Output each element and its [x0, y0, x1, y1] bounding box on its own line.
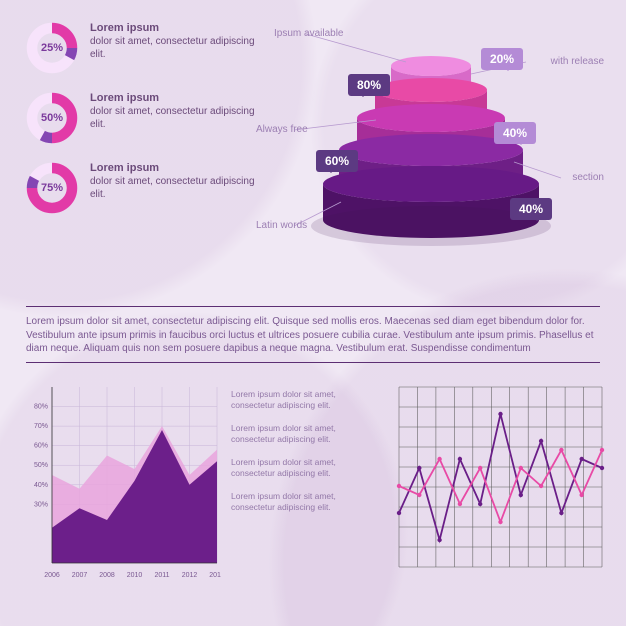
donut-text-1: Lorem ipsumdolor sit amet, consectetur a…: [90, 92, 266, 131]
mid-text-3: Lorem ipsum dolor sit amet, consectetur …: [231, 491, 381, 513]
pyr-label-left-0: Ipsum available: [274, 28, 343, 39]
svg-text:60%: 60%: [34, 442, 48, 449]
svg-text:70%: 70%: [34, 423, 48, 430]
mid-text-column: Lorem ipsum dolor sit amet, consectetur …: [231, 381, 381, 601]
donut-1: 50%: [26, 92, 78, 144]
svg-text:2007: 2007: [72, 572, 88, 579]
mid-text-1: Lorem ipsum dolor sit amet, consectetur …: [231, 423, 381, 445]
svg-text:2008: 2008: [99, 572, 115, 579]
donut-0: 25%: [26, 22, 78, 74]
svg-text:2011: 2011: [154, 572, 169, 579]
pyr-label-left-2: Latin words: [256, 220, 307, 231]
pyr-bubble-0: 20%: [481, 48, 523, 70]
line-chart: [391, 381, 606, 601]
svg-text:2013: 2013: [209, 572, 221, 579]
donut-text-2: Lorem ipsumdolor sit amet, consectetur a…: [90, 162, 266, 201]
svg-text:50%: 50%: [34, 462, 48, 469]
donut-text-0: Lorem ipsumdolor sit amet, consectetur a…: [90, 22, 266, 61]
pyr-bubble-1: 80%: [348, 74, 390, 96]
mid-text-0: Lorem ipsum dolor sit amet, consectetur …: [231, 389, 381, 411]
divider-top: [26, 306, 600, 307]
svg-text:2006: 2006: [44, 572, 60, 579]
mid-text-2: Lorem ipsum dolor sit amet, consectetur …: [231, 457, 381, 479]
pyr-bubble-3: 60%: [316, 150, 358, 172]
donut-column: 25% Lorem ipsumdolor sit amet, consectet…: [26, 22, 266, 300]
area-chart: 80% 70% 60% 50% 40% 30% 2006 2007 2008 2010 2011 20…: [26, 381, 221, 601]
divider-bottom: [26, 362, 600, 363]
pyr-bubble-4: 40%: [510, 198, 552, 220]
pyr-bubble-2: 40%: [494, 122, 536, 144]
pyr-label-left-1: Always free: [256, 124, 308, 135]
svg-text:80%: 80%: [34, 403, 48, 410]
pyramid-chart: Ipsum available Always free Latin words …: [266, 22, 600, 300]
pyr-label-right-1: section: [572, 172, 604, 183]
svg-text:30%: 30%: [34, 501, 48, 508]
svg-text:2012: 2012: [182, 572, 198, 579]
pyr-label-right-0: with release: [551, 56, 604, 67]
svg-text:2010: 2010: [127, 572, 143, 579]
body-paragraph: Lorem ipsum dolor sit amet, consectetur …: [26, 315, 600, 356]
svg-text:40%: 40%: [34, 481, 48, 488]
donut-2: 75%: [26, 162, 78, 214]
